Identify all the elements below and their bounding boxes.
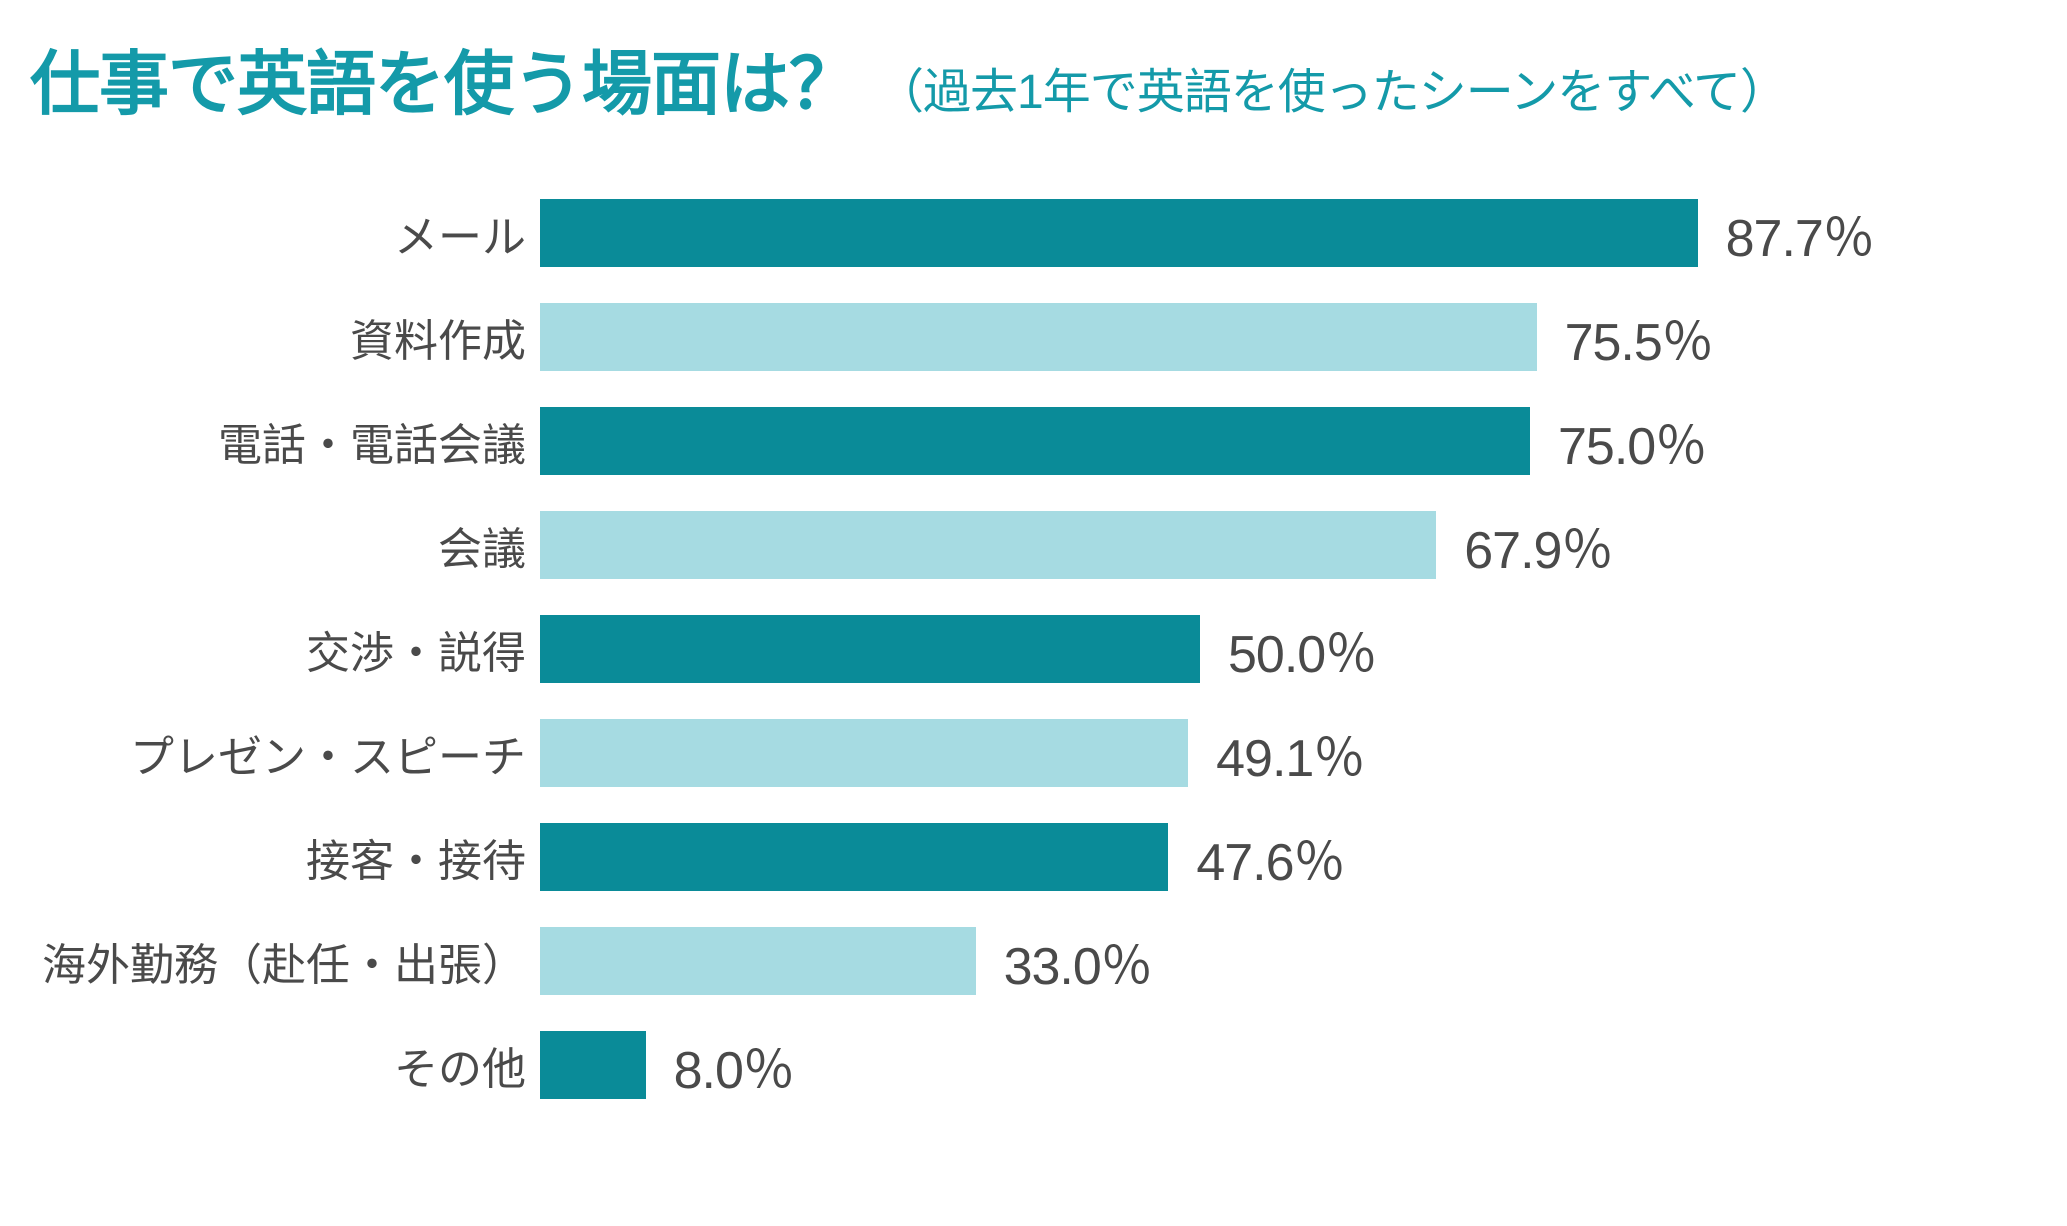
category-label: 電話・電話会議 bbox=[40, 409, 540, 473]
title-block: 仕事で英語を使う場面は？ （過去1年で英語を使ったシーンをすべて） bbox=[30, 28, 2027, 129]
category-label: その他 bbox=[40, 1033, 540, 1097]
title-sub: （過去1年で英語を使ったシーンをすべて） bbox=[876, 52, 1787, 122]
value-label: 47.6％ bbox=[1196, 820, 1344, 895]
value-label: 87.7％ bbox=[1726, 196, 1874, 271]
value-label: 50.0％ bbox=[1228, 612, 1376, 687]
category-label: メール bbox=[40, 201, 540, 265]
bar-track bbox=[540, 927, 976, 995]
chart-row: 資料作成75.5％ bbox=[40, 303, 2027, 371]
value-label: 75.0％ bbox=[1558, 404, 1706, 479]
chart-canvas: 仕事で英語を使う場面は？ （過去1年で英語を使ったシーンをすべて） メール87.… bbox=[0, 0, 2067, 1226]
category-label: 交渉・説得 bbox=[40, 617, 540, 681]
chart-row: 海外勤務（赴任・出張）33.0％ bbox=[40, 927, 2027, 995]
chart-row: 接客・接待47.6％ bbox=[40, 823, 2027, 891]
chart-row: 会議67.9％ bbox=[40, 511, 2027, 579]
bar-track bbox=[540, 407, 1530, 475]
bar bbox=[540, 823, 1168, 891]
bar-chart: メール87.7％資料作成75.5％電話・電話会議75.0％会議67.9％交渉・説… bbox=[40, 199, 2027, 1099]
bar bbox=[540, 511, 1436, 579]
bar-track bbox=[540, 303, 1537, 371]
chart-row: プレゼン・スピーチ49.1％ bbox=[40, 719, 2027, 787]
bar-track bbox=[540, 199, 1698, 267]
bar bbox=[540, 199, 1698, 267]
bar-track bbox=[540, 511, 1436, 579]
value-label: 49.1％ bbox=[1216, 716, 1364, 791]
chart-row: その他8.0％ bbox=[40, 1031, 2027, 1099]
category-label: 会議 bbox=[40, 513, 540, 577]
value-label: 67.9％ bbox=[1464, 508, 1612, 583]
category-label: プレゼン・スピーチ bbox=[40, 721, 540, 785]
bar bbox=[540, 407, 1530, 475]
chart-row: 電話・電話会議75.0％ bbox=[40, 407, 2027, 475]
bar-track bbox=[540, 1031, 646, 1099]
bar-track bbox=[540, 719, 1188, 787]
category-label: 資料作成 bbox=[40, 305, 540, 369]
chart-row: 交渉・説得50.0％ bbox=[40, 615, 2027, 683]
value-label: 33.0％ bbox=[1004, 924, 1152, 999]
bar bbox=[540, 1031, 646, 1099]
bar bbox=[540, 303, 1537, 371]
bar bbox=[540, 927, 976, 995]
category-label: 海外勤務（赴任・出張） bbox=[40, 929, 540, 993]
category-label: 接客・接待 bbox=[40, 825, 540, 889]
chart-row: メール87.7％ bbox=[40, 199, 2027, 267]
bar-track bbox=[540, 615, 1200, 683]
value-label: 8.0％ bbox=[674, 1028, 794, 1103]
title-main: 仕事で英語を使う場面は？ bbox=[30, 28, 858, 129]
bar-track bbox=[540, 823, 1168, 891]
value-label: 75.5％ bbox=[1565, 300, 1713, 375]
bar bbox=[540, 719, 1188, 787]
bar bbox=[540, 615, 1200, 683]
